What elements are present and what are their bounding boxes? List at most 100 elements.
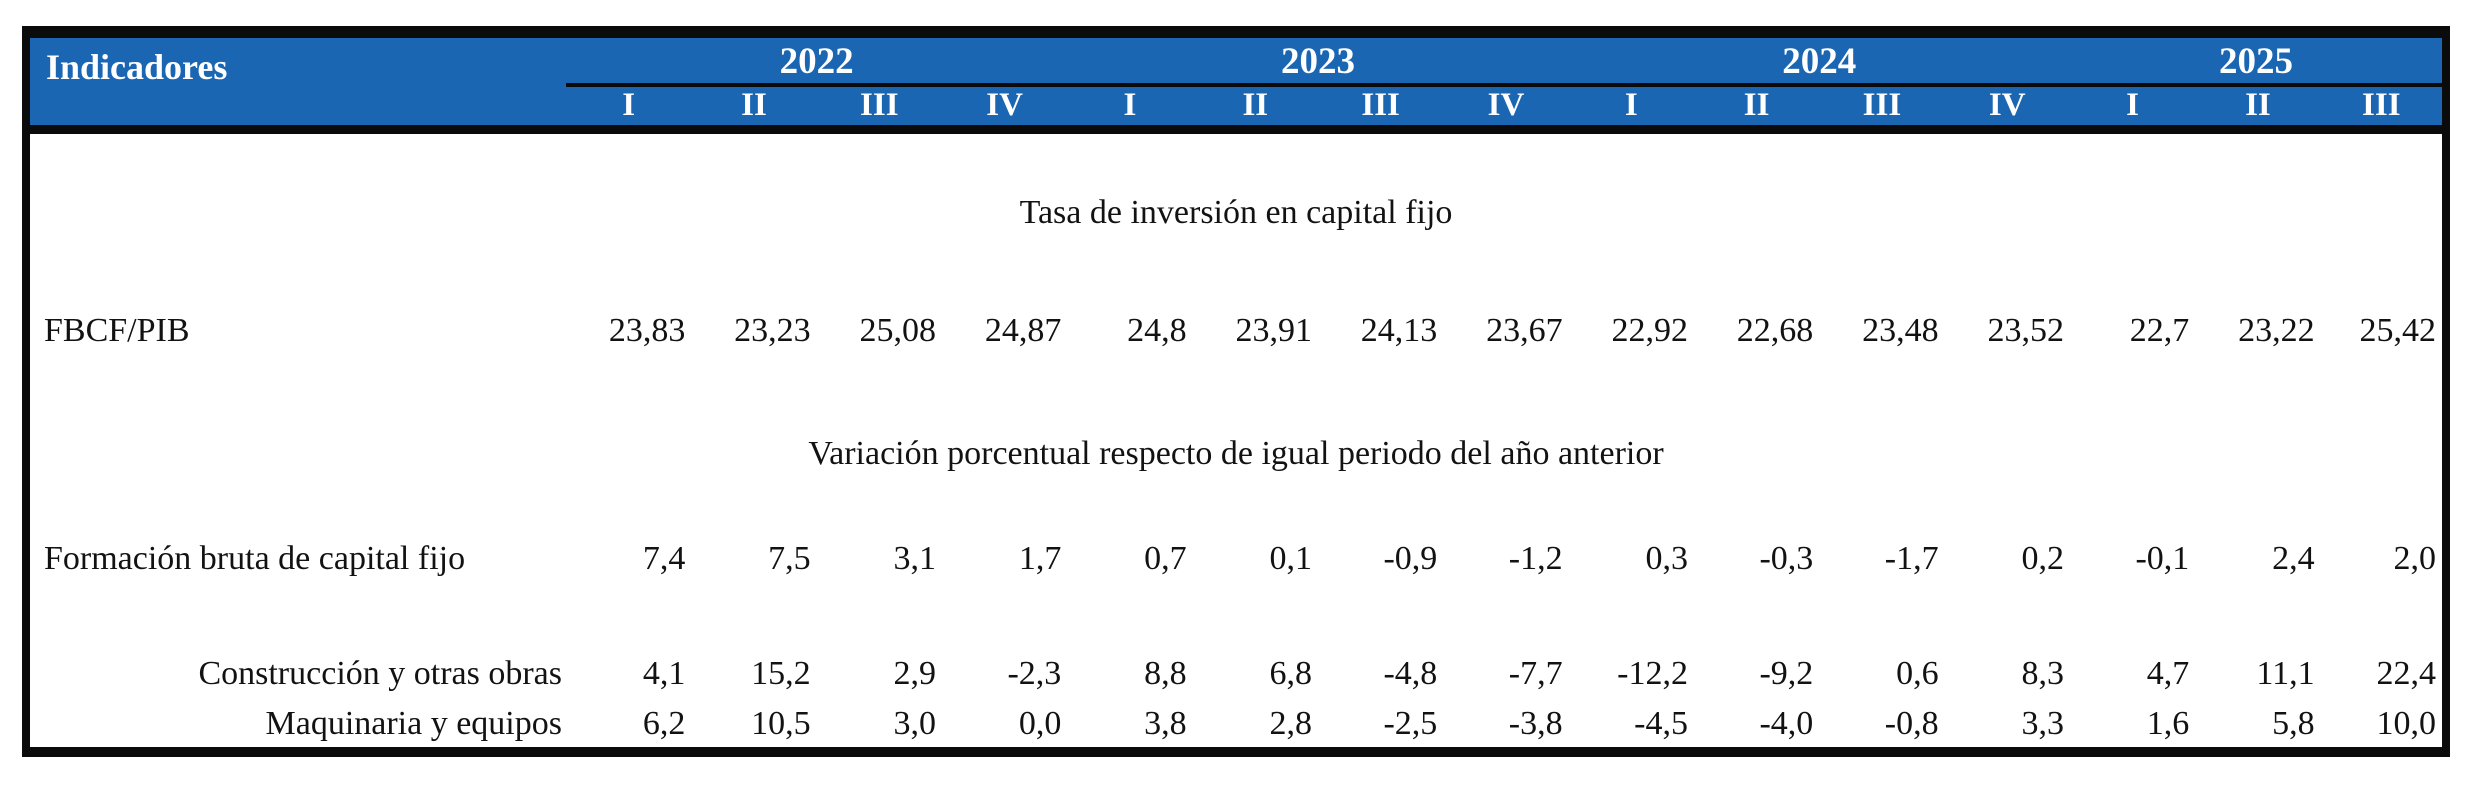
data-cell: 1,6 (2146, 704, 2190, 742)
data-cell: 4,7 (2146, 655, 2190, 692)
data-cell: 22,68 (1736, 312, 1814, 349)
data-cell: 22,92 (1611, 312, 1688, 349)
data-cell: 0,6 (1896, 655, 1939, 692)
year-header-2022: 2022 (566, 32, 1068, 87)
data-cell: 0,2 (2021, 540, 2064, 577)
data-cell: -0,1 (2135, 540, 2190, 577)
data-cell: 1,7 (1018, 540, 1062, 577)
data-cell: -1,2 (1508, 540, 1563, 577)
indicators-table: Indicadores 2022 2023 2024 2025 I II III… (22, 26, 2450, 757)
quarter-header-2024-1: I (1568, 85, 1694, 134)
quarter-header-2025-2: II (2195, 85, 2321, 134)
data-cell: -0,9 (1383, 540, 1438, 577)
spacer-row (26, 357, 2446, 428)
data-cell: 23,48 (1862, 312, 1939, 349)
quarter-header-row: I II III IV I II III IV I II III IV I II… (26, 85, 2446, 134)
data-cell: 3,1 (893, 540, 936, 577)
data-cell: 10,5 (751, 704, 811, 742)
corner-header-indicadores: Indicadores (26, 32, 566, 134)
quarter-header-2023-2: II (1192, 85, 1318, 134)
data-cell: 8,3 (2021, 655, 2064, 692)
spacer-row (26, 480, 2446, 533)
data-cell: -9,2 (1759, 655, 1814, 692)
section-title-variacion-porcentual: Variación porcentual respecto de igual p… (808, 435, 1664, 472)
quarter-header-2023-4: IV (1443, 85, 1569, 134)
year-header-2023: 2023 (1067, 32, 1569, 87)
data-cell: 2,8 (1269, 704, 1312, 742)
data-cell: 22,7 (2129, 312, 2190, 349)
year-header-2024: 2024 (1568, 32, 2070, 87)
data-cell: 0,3 (1645, 540, 1688, 577)
data-cell: 7,5 (768, 540, 811, 577)
spacer-row (26, 129, 2446, 187)
data-cell: 0,7 (1144, 540, 1187, 577)
data-cell: 24,13 (1360, 312, 1438, 349)
data-cell: 24,87 (984, 312, 1062, 349)
quarter-header-2023-3: III (1317, 85, 1444, 134)
spacer-row (26, 239, 2446, 305)
row-label-construccion: Construcción y otras obras (198, 655, 562, 692)
data-cell: 0,1 (1269, 540, 1312, 577)
table-body: Tasa de inversión en capital fijo FBCF/P… (26, 129, 2446, 752)
data-cell: -12,2 (1617, 655, 1688, 692)
data-cell: 6,8 (1269, 655, 1312, 692)
data-cell: 8,8 (1144, 655, 1187, 692)
row-label-formacion-bruta: Formación bruta de capital fijo (44, 540, 466, 577)
data-cell: 0,0 (1018, 704, 1062, 742)
data-cell: 3,3 (2021, 704, 2064, 742)
row-label-fbcf-pib: FBCF/PIB (44, 312, 190, 349)
year-header-row: Indicadores 2022 2023 2024 2025 (26, 32, 2446, 134)
data-cell: -7,7 (1508, 655, 1563, 692)
data-cell: 10,0 (2376, 704, 2437, 742)
data-cell: 3,0 (893, 704, 936, 742)
table-header: Indicadores 2022 2023 2024 2025 I II III… (26, 32, 2446, 134)
data-cell: -1,7 (1884, 540, 1939, 577)
data-cell: 25,08 (859, 312, 936, 349)
data-cell: 23,23 (734, 312, 811, 349)
table-row-fbcf-pib: FBCF/PIB 23,83 23,23 25,08 24,87 24,8 23… (26, 305, 2446, 357)
spacer-row (26, 585, 2446, 648)
section-title-row: Variación porcentual respecto de igual p… (26, 428, 2446, 480)
data-cell: -2,5 (1383, 704, 1438, 742)
row-label-maquinaria: Maquinaria y equipos (265, 704, 563, 742)
quarter-header-2025-3: III (2320, 85, 2446, 134)
data-cell: 23,52 (1987, 312, 2064, 349)
data-cell: 7,4 (642, 540, 686, 577)
data-cell: -0,8 (1884, 704, 1939, 742)
data-cell: -4,5 (1634, 704, 1688, 742)
data-cell: 15,2 (751, 655, 811, 692)
data-cell: 2,0 (2393, 540, 2437, 577)
data-cell: 2,4 (2272, 540, 2315, 577)
quarter-header-2025-1: I (2069, 85, 2196, 134)
quarter-header-2024-3: III (1819, 85, 1945, 134)
section-title-row: Tasa de inversión en capital fijo (26, 187, 2446, 239)
table-row-formacion-bruta: Formación bruta de capital fijo 7,4 7,5 … (26, 533, 2446, 585)
data-cell: 23,91 (1235, 312, 1312, 349)
data-cell: -3,8 (1508, 704, 1563, 742)
data-cell: 23,67 (1486, 312, 1563, 349)
data-cell: 24,8 (1127, 312, 1187, 349)
data-cell: 23,22 (2238, 312, 2315, 349)
quarter-header-2022-4: IV (941, 85, 1068, 134)
quarter-header-2023-1: I (1067, 85, 1193, 134)
quarter-header-2022-1: I (566, 85, 692, 134)
table-row-construccion: Construcción y otras obras 4,1 15,2 2,9 … (26, 648, 2446, 700)
indicators-table-container: Indicadores 2022 2023 2024 2025 I II III… (22, 26, 2450, 757)
data-cell: 25,42 (2359, 312, 2437, 349)
data-cell: -4,0 (1759, 704, 1814, 742)
data-cell: 2,9 (893, 655, 936, 692)
quarter-header-2022-2: II (691, 85, 817, 134)
quarter-header-2024-2: II (1693, 85, 1820, 134)
data-cell: 3,8 (1144, 704, 1187, 742)
data-cell: 6,2 (642, 704, 686, 742)
data-cell: -0,3 (1759, 540, 1814, 577)
table-row-maquinaria: Maquinaria y equipos 6,2 10,5 3,0 0,0 3,… (26, 700, 2446, 752)
data-cell: 11,1 (2256, 655, 2315, 692)
data-cell: 5,8 (2272, 704, 2315, 742)
data-cell: -4,8 (1383, 655, 1438, 692)
year-header-2025: 2025 (2069, 32, 2446, 87)
data-cell: 22,4 (2376, 655, 2437, 692)
data-cell: 4,1 (642, 655, 686, 692)
data-cell: -2,3 (1007, 655, 1062, 692)
section-title-tasa-inversion: Tasa de inversión en capital fijo (1019, 194, 1453, 231)
